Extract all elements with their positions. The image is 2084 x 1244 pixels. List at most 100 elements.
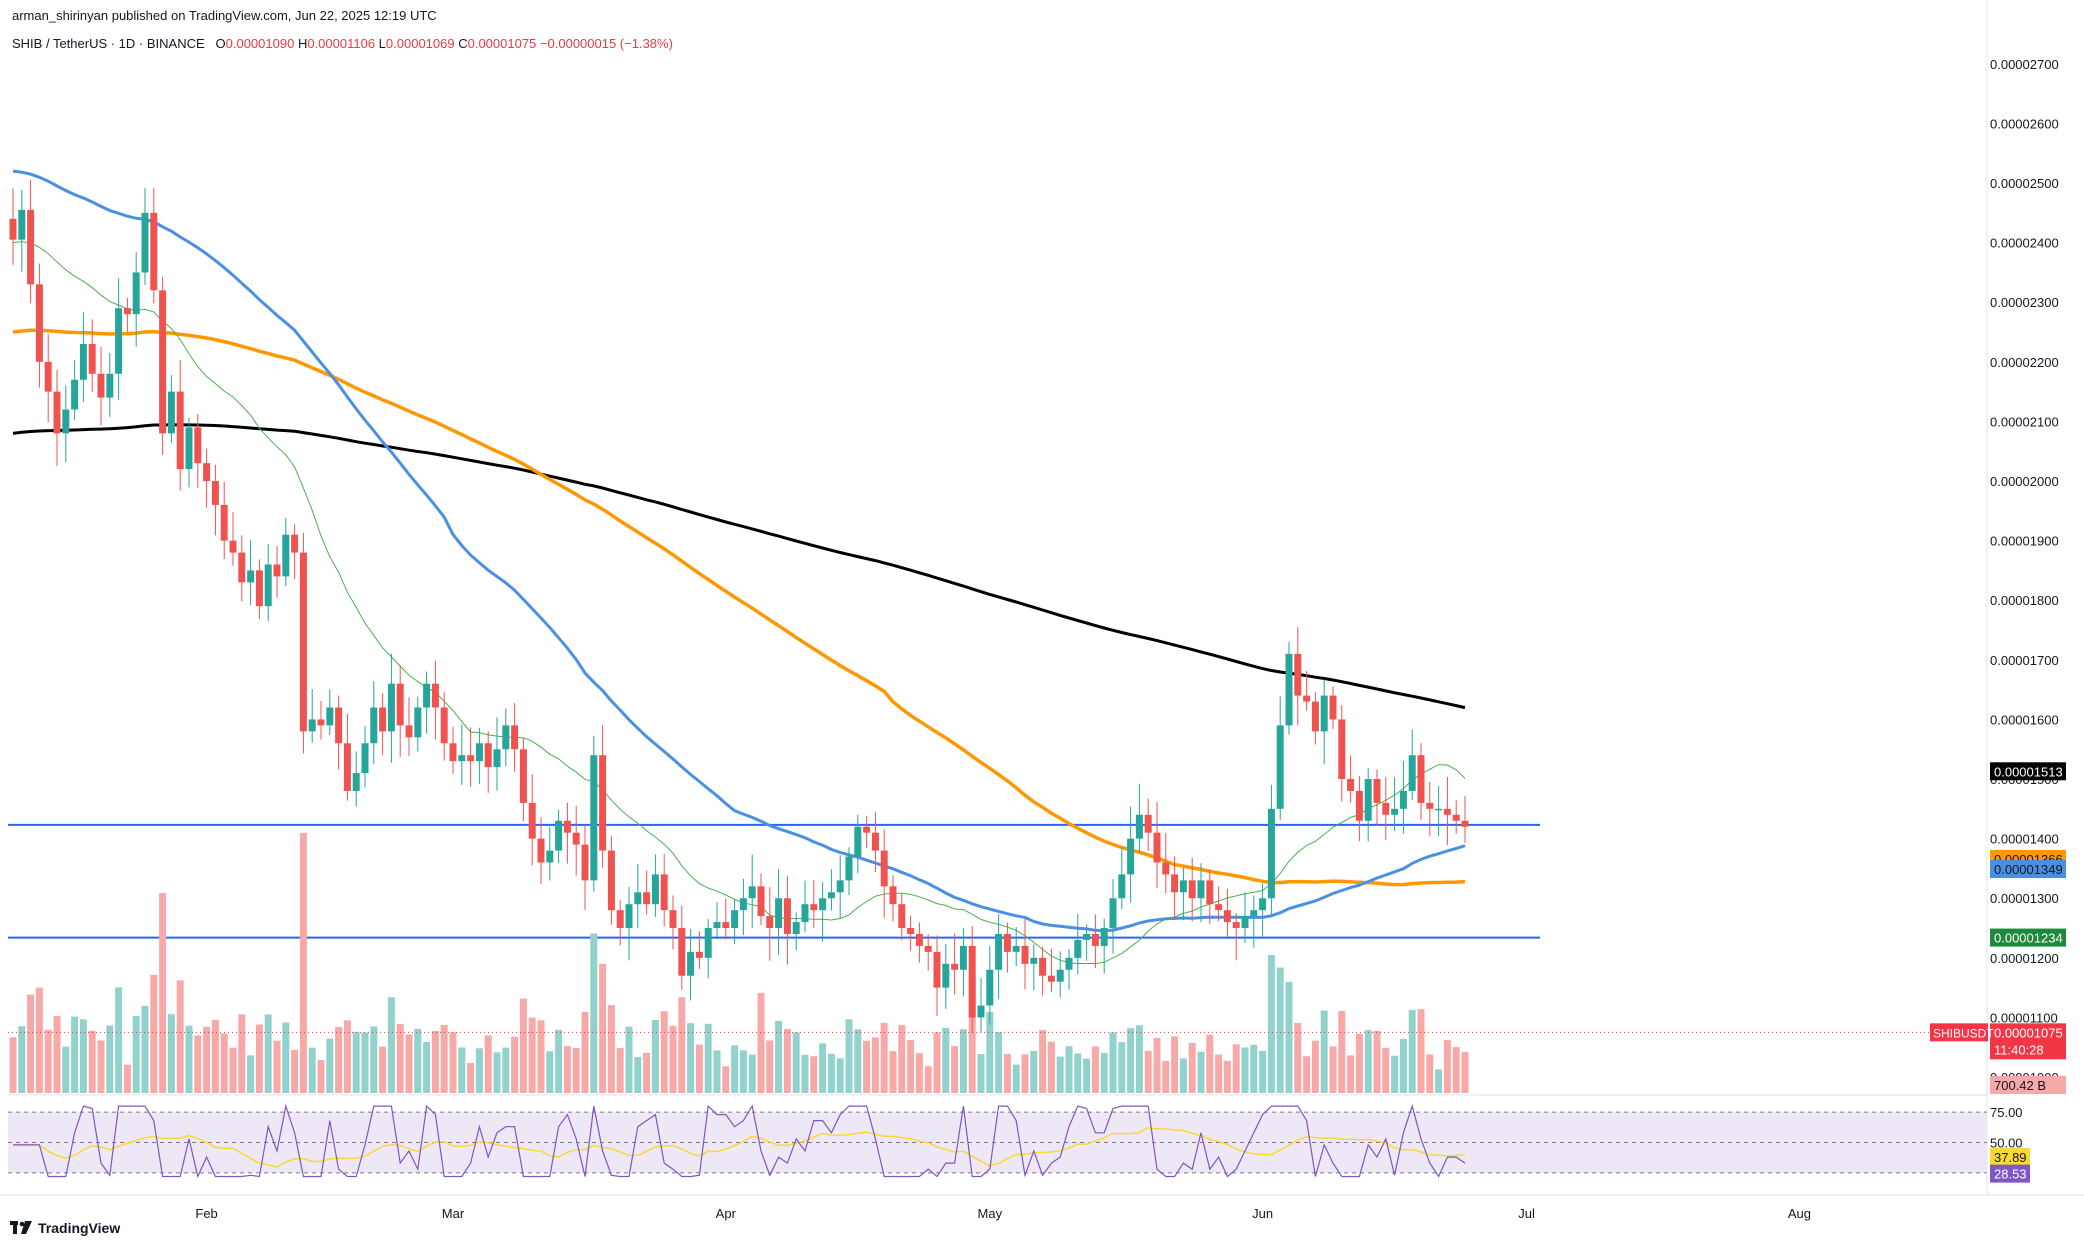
x-tick-label: Apr bbox=[716, 1206, 737, 1221]
volume-bar bbox=[643, 1052, 651, 1093]
candle-body bbox=[1276, 725, 1284, 809]
candle-body bbox=[660, 874, 668, 911]
volume-bar bbox=[238, 1014, 246, 1093]
candle-body bbox=[1294, 653, 1302, 696]
candle-body bbox=[62, 409, 70, 434]
volume-bar bbox=[159, 893, 167, 1093]
volume-bar bbox=[854, 1029, 862, 1093]
volume-bar bbox=[616, 1047, 624, 1093]
y-tick-label: 0.00002200 bbox=[1990, 355, 2059, 370]
volume-bar bbox=[810, 1056, 818, 1093]
candle-body bbox=[1347, 779, 1355, 791]
countdown-label: 11:40:28 bbox=[1994, 1042, 2044, 1057]
volume-bar bbox=[1329, 1046, 1337, 1093]
ohlc-close-label: C bbox=[458, 36, 468, 51]
candle-body bbox=[458, 755, 466, 762]
candle-body bbox=[361, 743, 369, 774]
candle-body bbox=[1021, 945, 1029, 964]
volume-bar bbox=[792, 1032, 800, 1093]
candle-body bbox=[792, 922, 800, 934]
volume-bar bbox=[669, 1025, 677, 1093]
candle-body bbox=[951, 963, 959, 970]
candle-body bbox=[995, 934, 1003, 970]
volume-bar bbox=[863, 1040, 871, 1093]
volume-bar bbox=[264, 1014, 272, 1093]
candle-body bbox=[889, 886, 897, 905]
volume-bar bbox=[704, 1023, 712, 1093]
symbol-title[interactable]: SHIB / TetherUS · 1D · BINANCE bbox=[12, 36, 205, 51]
candle-body bbox=[1206, 880, 1214, 905]
volume-bar bbox=[379, 1046, 387, 1093]
candle-body bbox=[203, 463, 211, 482]
y-tick-label: 0.00001400 bbox=[1990, 832, 2059, 847]
volume-bar bbox=[1259, 1050, 1267, 1093]
rsi-axis-label: 75.00 bbox=[1990, 1105, 2023, 1120]
volume-bar bbox=[167, 1014, 175, 1093]
volume-bar bbox=[1091, 1046, 1099, 1093]
candle-body bbox=[1303, 695, 1311, 702]
volume-bar bbox=[1171, 1036, 1179, 1093]
candle-body bbox=[1408, 755, 1416, 791]
candle-body bbox=[898, 904, 906, 929]
volume-bar bbox=[343, 1020, 351, 1093]
volume-bar bbox=[1250, 1044, 1258, 1093]
candle-body bbox=[370, 707, 378, 744]
candle-body bbox=[1083, 934, 1091, 940]
volume-bar bbox=[88, 1030, 96, 1093]
candle-body bbox=[801, 904, 809, 923]
volume-bar bbox=[273, 1040, 281, 1093]
volume-bar bbox=[53, 1015, 61, 1093]
candle-body bbox=[247, 570, 255, 583]
volume-bar bbox=[977, 1054, 985, 1093]
volume-bar bbox=[1065, 1046, 1073, 1093]
tradingview-brand: TradingView bbox=[38, 1220, 121, 1236]
volume-bar bbox=[1197, 1051, 1205, 1093]
tradingview-logo[interactable]: TradingView bbox=[10, 1220, 120, 1236]
candle-body bbox=[775, 898, 783, 929]
volume-bar bbox=[907, 1040, 915, 1093]
volume-bar bbox=[845, 1019, 853, 1093]
y-tick-label: 0.00001300 bbox=[1990, 891, 2059, 906]
volume-bar bbox=[572, 1047, 580, 1093]
volume-bar bbox=[660, 1011, 668, 1093]
volume-bar bbox=[1285, 981, 1293, 1093]
volume-bar bbox=[801, 1054, 809, 1093]
candle-body bbox=[440, 707, 448, 744]
candle-body bbox=[546, 850, 554, 863]
candle-body bbox=[880, 850, 888, 887]
candle-body bbox=[1003, 934, 1011, 952]
volume-bar bbox=[1461, 1052, 1469, 1093]
volume-bar bbox=[722, 1066, 730, 1093]
candle-body bbox=[748, 886, 756, 899]
x-tick-label: May bbox=[978, 1206, 1003, 1221]
volume-bar bbox=[431, 1030, 439, 1093]
candle-body bbox=[1355, 790, 1363, 821]
candle-body bbox=[1329, 695, 1337, 720]
volume-bar bbox=[1417, 1009, 1425, 1093]
volume-bar bbox=[1267, 955, 1275, 1093]
price-badge-label: 0.00001349 bbox=[1994, 862, 2063, 877]
candle-body bbox=[71, 379, 79, 410]
volume-bar bbox=[27, 994, 35, 1093]
rsi-ma-value: 37.89 bbox=[1994, 1150, 2027, 1165]
volume-bar bbox=[546, 1051, 554, 1093]
volume-bar bbox=[115, 987, 123, 1093]
price-badge-label: 0.00001513 bbox=[1994, 764, 2063, 779]
volume-bar bbox=[775, 1020, 783, 1093]
volume-bar bbox=[942, 1027, 950, 1093]
candle-body bbox=[634, 892, 642, 905]
candle-body bbox=[493, 749, 501, 768]
volume-bar bbox=[924, 1066, 932, 1093]
volume-bar bbox=[871, 1037, 879, 1093]
volume-bar bbox=[458, 1047, 466, 1093]
candle-body bbox=[1039, 957, 1047, 976]
volume-bar bbox=[1083, 1058, 1091, 1093]
volume-bar bbox=[255, 1024, 263, 1093]
candle-body bbox=[1065, 957, 1073, 970]
volume-bar bbox=[141, 1005, 149, 1093]
ma100-line bbox=[12, 328, 1466, 887]
candle-body bbox=[396, 683, 404, 726]
volume-bar bbox=[995, 1031, 1003, 1093]
volume-bar bbox=[176, 980, 184, 1093]
